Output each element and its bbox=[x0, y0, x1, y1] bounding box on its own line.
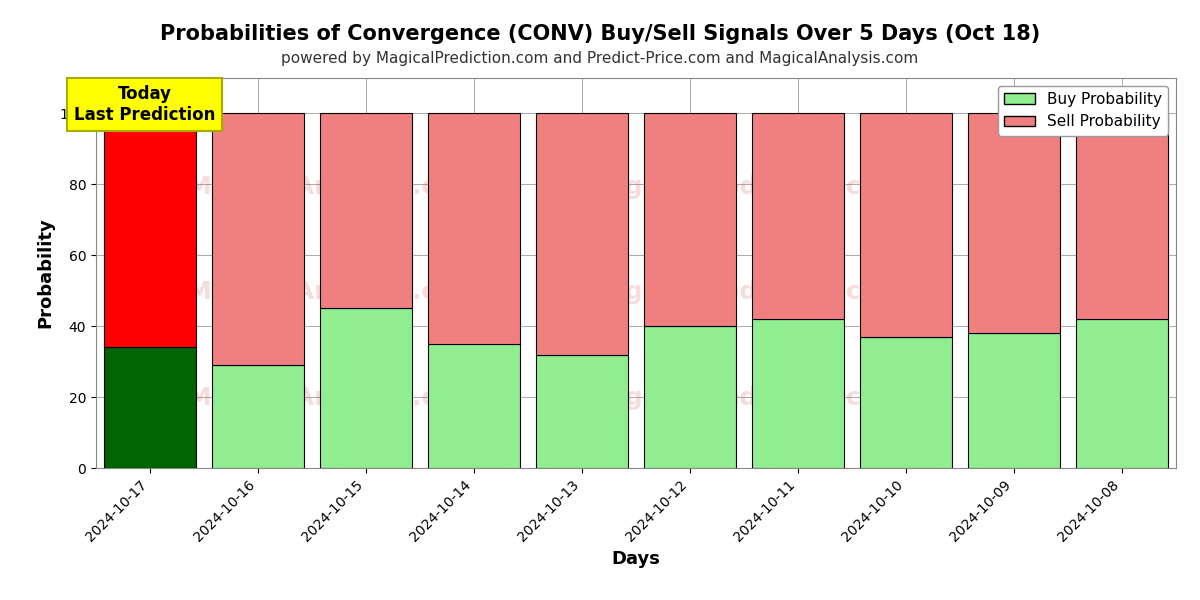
Text: MagicalAnalysis.com: MagicalAnalysis.com bbox=[187, 280, 480, 304]
Bar bbox=[212, 113, 304, 365]
Bar bbox=[752, 319, 844, 468]
Bar bbox=[536, 355, 628, 468]
Bar bbox=[968, 113, 1060, 333]
Bar bbox=[644, 113, 736, 326]
Bar bbox=[536, 113, 628, 355]
Bar bbox=[212, 365, 304, 468]
Bar bbox=[752, 113, 844, 319]
Bar bbox=[428, 344, 520, 468]
Legend: Buy Probability, Sell Probability: Buy Probability, Sell Probability bbox=[998, 86, 1169, 136]
Bar bbox=[104, 113, 196, 347]
Bar bbox=[1076, 113, 1168, 319]
Text: MagicalPrediction.com: MagicalPrediction.com bbox=[583, 175, 905, 199]
Text: MagicalAnalysis.com: MagicalAnalysis.com bbox=[187, 175, 480, 199]
Y-axis label: Probability: Probability bbox=[36, 218, 54, 328]
Bar bbox=[104, 347, 196, 468]
Text: MagicalPrediction.com: MagicalPrediction.com bbox=[583, 280, 905, 304]
Bar bbox=[320, 113, 412, 308]
X-axis label: Days: Days bbox=[612, 550, 660, 568]
Bar bbox=[644, 326, 736, 468]
Bar bbox=[428, 113, 520, 344]
Text: MagicalPrediction.com: MagicalPrediction.com bbox=[583, 386, 905, 410]
Bar bbox=[320, 308, 412, 468]
Bar bbox=[860, 113, 952, 337]
Text: powered by MagicalPrediction.com and Predict-Price.com and MagicalAnalysis.com: powered by MagicalPrediction.com and Pre… bbox=[281, 51, 919, 66]
Text: MagicalAnalysis.com: MagicalAnalysis.com bbox=[187, 386, 480, 410]
Text: Probabilities of Convergence (CONV) Buy/Sell Signals Over 5 Days (Oct 18): Probabilities of Convergence (CONV) Buy/… bbox=[160, 24, 1040, 44]
Bar bbox=[1076, 319, 1168, 468]
Bar bbox=[968, 333, 1060, 468]
Text: Today
Last Prediction: Today Last Prediction bbox=[74, 85, 215, 124]
Bar bbox=[860, 337, 952, 468]
